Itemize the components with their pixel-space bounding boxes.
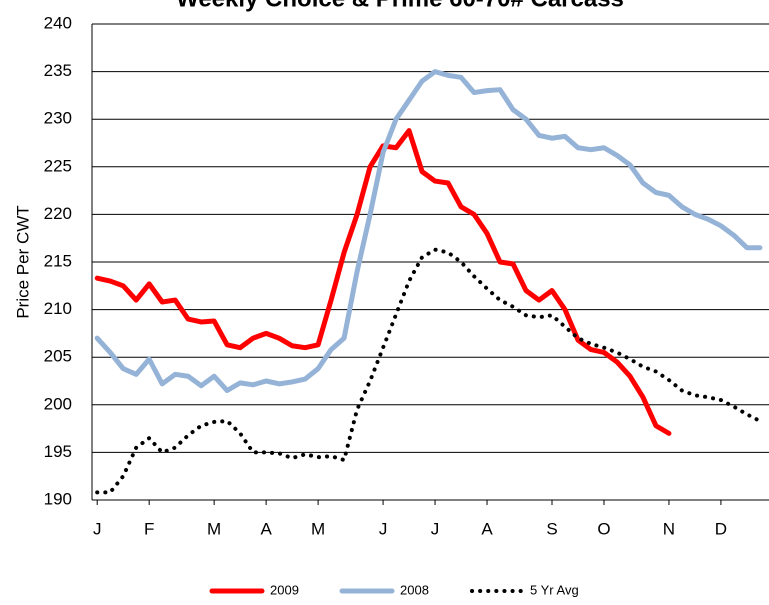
x-tick-label: A — [260, 519, 272, 538]
line-series — [94, 128, 672, 436]
y-tick-label: 235 — [44, 61, 72, 80]
x-tick-label: O — [597, 519, 610, 538]
legend-label: 2009 — [270, 582, 299, 597]
chart-title: Weekly Choice & Prime 60-70# Carcass — [176, 0, 624, 12]
y-tick-label: 190 — [44, 489, 72, 508]
y-tick-label: 220 — [44, 204, 72, 223]
x-tick-label: D — [715, 519, 727, 538]
x-tick-label: M — [207, 519, 221, 538]
y-tick-label: 195 — [44, 442, 72, 461]
x-tick-label: F — [144, 519, 154, 538]
y-axis-label: Price Per CWT — [13, 205, 32, 318]
x-tick-label: J — [93, 519, 102, 538]
x-tick-label: M — [311, 519, 325, 538]
x-tick-label: J — [379, 519, 388, 538]
y-tick-label: 205 — [44, 347, 72, 366]
line-series — [94, 69, 763, 394]
x-tick-label: N — [663, 519, 675, 538]
y-tick-label: 240 — [44, 13, 72, 32]
y-tick-label: 225 — [44, 156, 72, 175]
y-tick-label: 230 — [44, 109, 72, 128]
y-tick-label: 210 — [44, 299, 72, 318]
x-tick-label: A — [481, 519, 493, 538]
line-series — [95, 247, 762, 495]
x-tick-label: J — [431, 519, 440, 538]
x-tick-label: S — [546, 519, 557, 538]
legend-label: 2008 — [400, 582, 429, 597]
y-tick-label: 215 — [44, 251, 72, 270]
legend-label: 5 Yr Avg — [530, 582, 579, 597]
y-tick-label: 200 — [44, 394, 72, 413]
